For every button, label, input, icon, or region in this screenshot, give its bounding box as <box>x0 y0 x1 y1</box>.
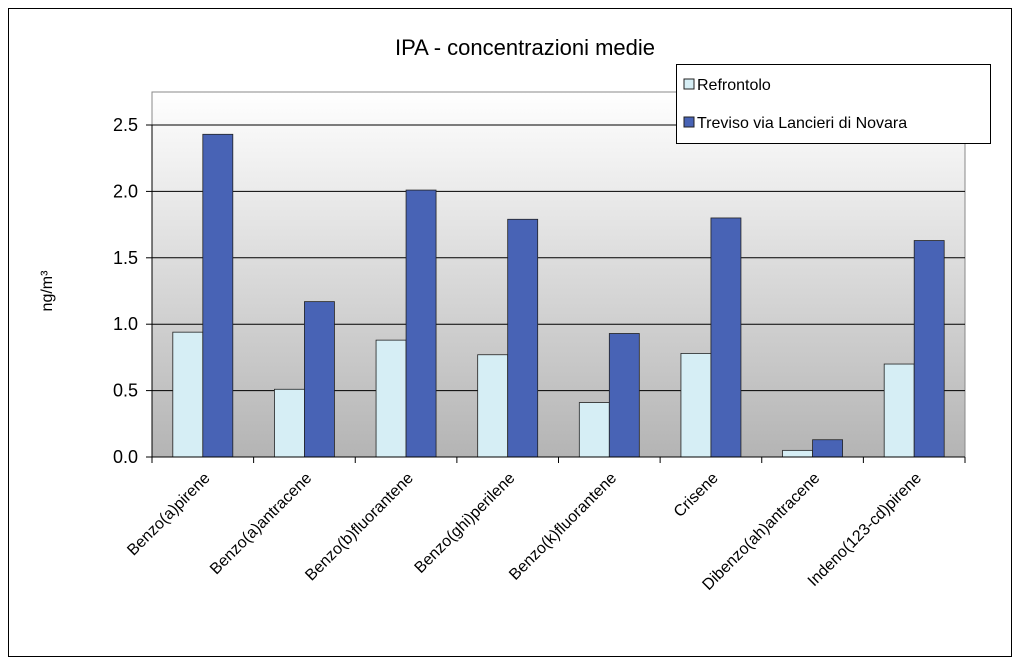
y-tick-label: 0.5 <box>113 381 138 401</box>
plot-area <box>151 91 966 458</box>
y-axis-label: ng/m³ <box>39 270 56 312</box>
y-tick-label: 1.0 <box>113 314 138 334</box>
bar <box>608 333 640 458</box>
bar <box>812 439 843 458</box>
bar <box>710 217 742 458</box>
bar <box>274 388 305 458</box>
y-tick-label: 0.0 <box>113 447 138 467</box>
y-tick-label: 2.5 <box>113 115 138 135</box>
bar <box>375 339 407 458</box>
chart-title: IPA - concentrazioni medie <box>395 35 655 60</box>
bar <box>913 240 945 458</box>
bar <box>304 301 335 458</box>
legend-swatch <box>683 78 695 90</box>
bar <box>172 331 204 458</box>
bar <box>202 133 234 458</box>
bar <box>578 402 610 458</box>
legend-box <box>676 64 991 144</box>
legend-label: Refrontolo <box>697 77 771 94</box>
bar <box>680 353 712 458</box>
y-tick-label: 2.0 <box>113 181 138 201</box>
bar <box>405 189 437 458</box>
bar <box>507 218 539 458</box>
legend-swatch <box>683 116 695 128</box>
legend-label: Treviso via Lancieri di Novara <box>697 115 907 132</box>
bar <box>883 363 915 458</box>
bar <box>782 449 813 458</box>
y-tick-label: 1.5 <box>113 248 138 268</box>
bar <box>477 354 509 458</box>
